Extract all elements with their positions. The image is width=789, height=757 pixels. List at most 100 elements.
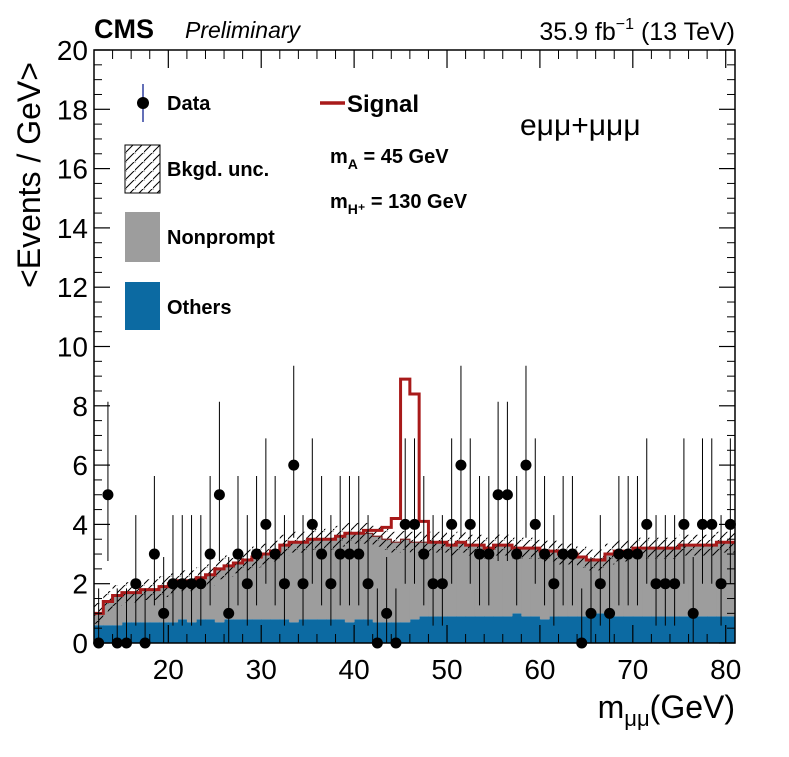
- data-point: [223, 557, 235, 643]
- y-tick-label: 2: [72, 569, 88, 600]
- others-bin: [261, 619, 272, 643]
- y-tick-label: 6: [72, 450, 88, 481]
- data-marker: [650, 578, 662, 590]
- data-marker: [464, 518, 476, 530]
- cms-label: CMS: [94, 14, 154, 44]
- data-point: [213, 401, 225, 562]
- others-bin: [270, 619, 281, 643]
- others-bin: [595, 613, 606, 643]
- data-marker: [613, 548, 625, 560]
- others-bin: [409, 619, 420, 643]
- y-tick-label: 14: [57, 213, 88, 244]
- data-marker: [669, 578, 681, 590]
- data-marker: [223, 607, 235, 619]
- signal-param-mA: mA = 45 GeV: [330, 146, 449, 172]
- legend-data-marker: [137, 97, 149, 109]
- nonprompt-bin: [261, 554, 272, 620]
- others-bin: [558, 616, 569, 643]
- nonprompt-bin: [103, 601, 114, 626]
- data-point: [353, 476, 365, 606]
- data-marker: [687, 607, 699, 619]
- data-point: [501, 401, 513, 562]
- data-marker: [102, 489, 114, 501]
- others-bin: [279, 619, 290, 643]
- lumi-exponent: −1: [616, 16, 634, 33]
- data-marker: [325, 578, 337, 590]
- nonprompt-bin: [391, 542, 402, 623]
- x-tick-label: 50: [431, 654, 462, 685]
- others-bin: [474, 616, 485, 643]
- data-point: [288, 365, 300, 538]
- data-point: [102, 401, 114, 562]
- data-point: [613, 476, 625, 606]
- y-tick-label: 8: [72, 391, 88, 422]
- others-bin: [316, 619, 327, 643]
- others-bin: [539, 619, 550, 643]
- data-marker: [213, 489, 225, 501]
- data-point: [659, 515, 671, 626]
- lumi-energy: (13 TeV): [634, 18, 735, 46]
- data-point: [186, 515, 198, 626]
- data-point: [631, 476, 643, 606]
- others-bin: [298, 619, 309, 643]
- nonprompt-bin: [521, 548, 532, 617]
- data-marker: [260, 518, 272, 530]
- data-point: [548, 515, 560, 626]
- legend-others-swatch: [125, 282, 160, 330]
- data-point: [167, 515, 179, 626]
- others-bin: [214, 622, 225, 643]
- data-point: [511, 476, 523, 606]
- data-marker: [343, 548, 355, 560]
- data-point: [492, 401, 504, 562]
- data-marker: [622, 548, 634, 560]
- x-tick-label: 80: [710, 654, 741, 685]
- others-bin: [419, 616, 429, 643]
- others-bin: [131, 622, 141, 643]
- data-point: [316, 476, 328, 606]
- data-marker: [604, 607, 616, 619]
- data-marker: [446, 518, 458, 530]
- data-point: [566, 476, 578, 606]
- data-marker: [232, 548, 244, 560]
- legend-nonprompt-swatch: [125, 212, 160, 262]
- data-marker: [353, 548, 365, 560]
- data-point: [306, 438, 318, 584]
- data-marker: [269, 548, 281, 560]
- data-marker: [585, 607, 597, 619]
- data-point: [678, 438, 690, 584]
- data-marker: [409, 518, 420, 530]
- data-point: [696, 438, 708, 584]
- data-point: [232, 476, 244, 606]
- others-bin: [168, 622, 179, 643]
- lumi-value: 35.9 fb: [539, 18, 615, 46]
- others-bin: [177, 619, 188, 643]
- mA-prefix: m: [330, 146, 348, 168]
- others-bin: [679, 616, 690, 643]
- data-point: [557, 476, 569, 606]
- data-marker: [306, 518, 318, 530]
- data-marker: [492, 489, 504, 501]
- others-bin: [233, 619, 244, 643]
- data-point: [381, 557, 393, 643]
- data-marker: [696, 518, 708, 530]
- legend-others-label: Others: [167, 297, 231, 319]
- data-point: [334, 476, 346, 606]
- data-marker: [455, 459, 467, 471]
- data-marker: [539, 548, 551, 560]
- data-marker: [288, 459, 300, 471]
- data-marker: [297, 578, 309, 590]
- nonprompt-bin: [502, 545, 513, 617]
- mH-sub: H⁺: [348, 201, 366, 217]
- x-axis-title: mμμ(GeV): [598, 689, 735, 731]
- x-tick-label: 30: [246, 654, 277, 685]
- data-marker: [362, 578, 374, 590]
- y-tick-label: 20: [57, 35, 88, 66]
- data-point: [641, 438, 653, 584]
- others-bin: [660, 616, 671, 643]
- data-point: [148, 476, 160, 606]
- others-bin: [289, 622, 299, 643]
- data-marker: [641, 518, 653, 530]
- mH-rest: = 130 GeV: [365, 191, 467, 213]
- others-bin: [428, 616, 439, 643]
